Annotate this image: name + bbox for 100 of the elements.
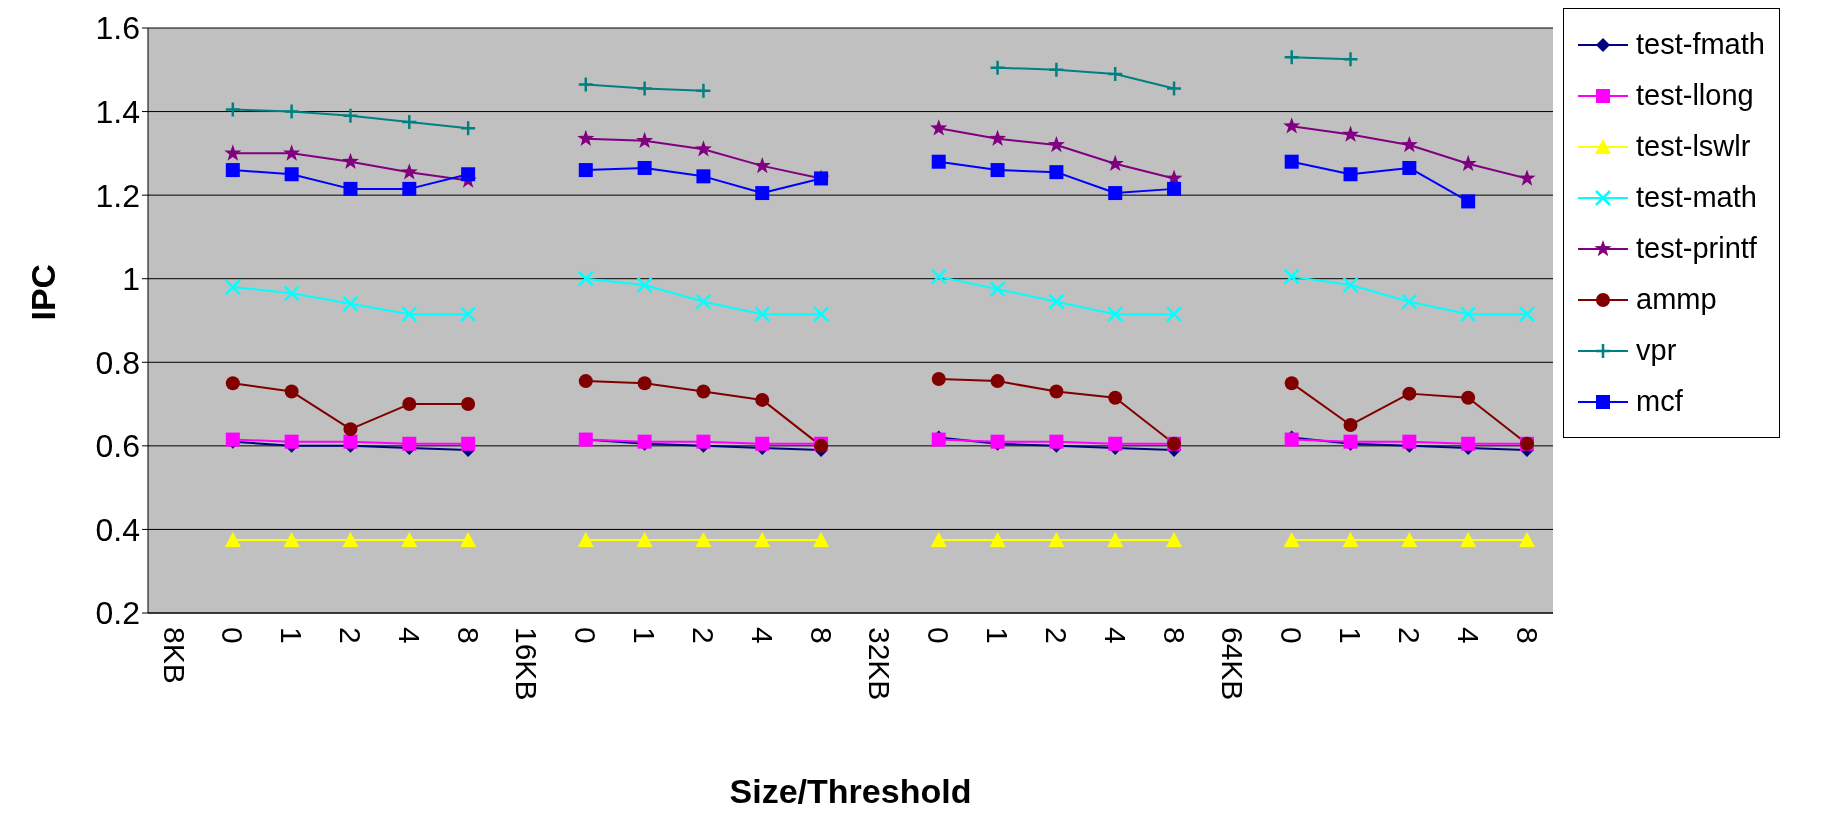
point	[1048, 531, 1065, 547]
point	[1049, 434, 1064, 449]
point	[400, 163, 418, 180]
point	[1284, 154, 1299, 169]
x-tick-label: 2	[1392, 627, 1426, 644]
y-axis-title: IPC	[24, 263, 63, 321]
point	[1108, 390, 1123, 405]
point	[341, 152, 360, 169]
point	[813, 531, 830, 547]
x-tick-label: 2	[686, 627, 720, 644]
x-tick-label: 64KB	[1216, 627, 1250, 701]
point	[342, 107, 359, 124]
point	[1047, 136, 1065, 153]
point	[989, 59, 1006, 76]
point	[1049, 384, 1064, 399]
x-tick-label: 0	[216, 627, 250, 644]
point	[1461, 436, 1476, 451]
point	[1283, 531, 1300, 547]
x-tick-label: 1	[275, 627, 309, 644]
y-tick-label: 0.6	[95, 428, 140, 465]
y-tick-label: 1.4	[95, 93, 140, 130]
point	[930, 531, 947, 547]
point	[283, 285, 300, 302]
point	[1283, 268, 1300, 285]
point	[1402, 434, 1417, 449]
x-tick-label: 0	[1275, 627, 1309, 644]
point	[696, 169, 711, 184]
x-tick-label: 4	[392, 627, 426, 644]
point	[225, 163, 240, 178]
x-tick-label: 0	[922, 627, 956, 644]
point	[402, 436, 417, 451]
point	[695, 293, 712, 310]
point	[930, 119, 948, 136]
point	[636, 531, 653, 547]
point	[990, 374, 1005, 389]
point	[459, 120, 477, 137]
point	[1283, 49, 1300, 66]
point	[754, 531, 771, 547]
point	[224, 278, 242, 296]
point	[1400, 136, 1418, 153]
point	[1459, 305, 1477, 323]
point	[402, 181, 417, 196]
x-tick-label: 8	[804, 627, 838, 644]
x-tick-label: 4	[1098, 627, 1132, 644]
point	[1519, 531, 1535, 547]
legend-label: test-lswlr	[1636, 130, 1751, 163]
point	[1402, 160, 1417, 175]
x-axis-title: Size/Threshold	[729, 772, 972, 810]
point	[695, 531, 712, 547]
x-tick-label: 8	[451, 627, 485, 644]
x-tick-label: 1	[981, 627, 1015, 644]
point	[754, 305, 771, 323]
point	[1049, 165, 1064, 180]
y-tick-label: 1.6	[95, 10, 140, 47]
point	[343, 434, 358, 449]
point	[1401, 293, 1418, 310]
legend-label: ammp	[1636, 283, 1717, 316]
x-tick-label: 4	[745, 627, 779, 644]
point	[283, 103, 300, 120]
point	[637, 376, 652, 391]
x-tick-label: 8	[1510, 627, 1544, 644]
x-tick-label: 1	[628, 627, 662, 644]
point	[459, 305, 477, 323]
x-tick-label: 4	[1451, 627, 1485, 644]
point	[1048, 293, 1065, 310]
point	[1107, 531, 1124, 547]
point	[284, 167, 299, 182]
point	[1342, 531, 1359, 547]
point	[1106, 65, 1124, 83]
point	[343, 422, 358, 437]
point	[225, 376, 240, 391]
point	[931, 372, 946, 386]
point	[1106, 154, 1124, 172]
point	[1165, 80, 1183, 97]
point	[283, 144, 301, 161]
point	[989, 531, 1006, 547]
point	[636, 276, 653, 294]
x-tick-label: 32KB	[863, 627, 897, 701]
point	[577, 129, 595, 147]
point	[989, 129, 1007, 147]
point	[1402, 386, 1417, 401]
point	[401, 305, 418, 323]
point	[812, 305, 830, 323]
point	[1342, 51, 1359, 68]
point	[755, 436, 770, 451]
point	[577, 270, 595, 287]
point	[1106, 305, 1124, 323]
point	[696, 434, 711, 449]
point	[695, 82, 712, 99]
point	[989, 280, 1006, 298]
point	[283, 531, 300, 547]
point	[1459, 154, 1477, 172]
point	[755, 186, 770, 201]
point	[1343, 167, 1358, 182]
point	[636, 131, 654, 149]
y-tick-label: 0.8	[95, 344, 140, 381]
point	[636, 80, 653, 97]
point	[402, 397, 417, 412]
point	[1401, 531, 1418, 547]
x-tick-label: 16KB	[510, 627, 544, 701]
